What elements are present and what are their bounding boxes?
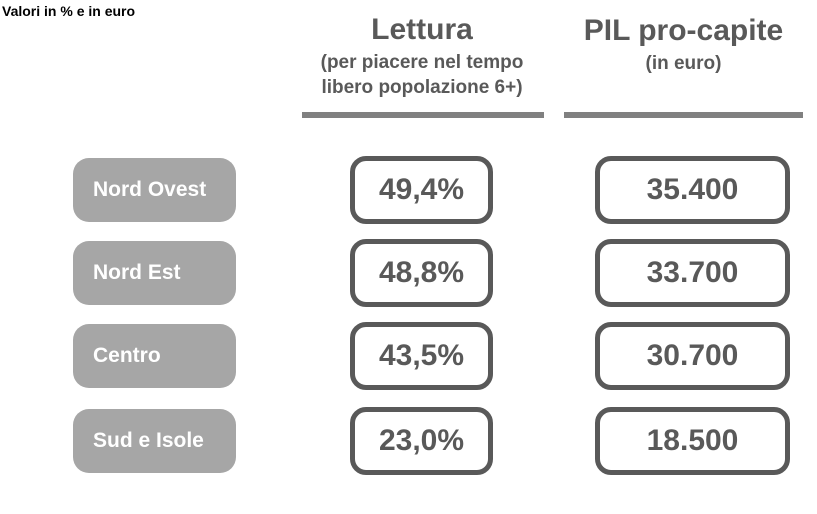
region-label-centro: Centro bbox=[73, 324, 236, 388]
pil-value-sud-e-isole: 18.500 bbox=[595, 407, 790, 475]
lettura-column-header: Lettura (per piacere nel tempo libero po… bbox=[296, 12, 548, 100]
lettura-value-centro: 43,5% bbox=[350, 322, 493, 390]
pil-value-nord-ovest: 35.400 bbox=[595, 156, 790, 224]
pil-column-header: PIL pro-capite (in euro) bbox=[564, 13, 803, 77]
lettura-column-underline bbox=[302, 112, 544, 118]
lettura-column-title: Lettura bbox=[371, 13, 473, 46]
lettura-value-sud-e-isole: 23,0% bbox=[350, 407, 493, 475]
region-label-sud-e-isole: Sud e Isole bbox=[73, 409, 236, 473]
table-row: Nord Ovest 49,4% 35.400 bbox=[0, 156, 817, 224]
pil-column-underline bbox=[564, 112, 803, 118]
table-row: Sud e Isole 23,0% 18.500 bbox=[0, 407, 817, 475]
pil-value-nord-est: 33.700 bbox=[595, 239, 790, 307]
lettura-value-nord-ovest: 49,4% bbox=[350, 156, 493, 224]
region-label-nord-est: Nord Est bbox=[73, 241, 236, 305]
pil-column-title: PIL pro-capite bbox=[583, 14, 784, 47]
region-label-nord-ovest: Nord Ovest bbox=[73, 158, 236, 222]
lettura-column-subtitle: (per piacere nel tempo libero popolazion… bbox=[320, 52, 524, 98]
table-row: Centro 43,5% 30.700 bbox=[0, 322, 817, 390]
page-title: Valori in % e in euro bbox=[2, 3, 136, 19]
pil-column-subtitle: (in euro) bbox=[645, 53, 722, 74]
lettura-value-nord-est: 48,8% bbox=[350, 239, 493, 307]
table-row: Nord Est 48,8% 33.700 bbox=[0, 239, 817, 307]
pil-value-centro: 30.700 bbox=[595, 322, 790, 390]
